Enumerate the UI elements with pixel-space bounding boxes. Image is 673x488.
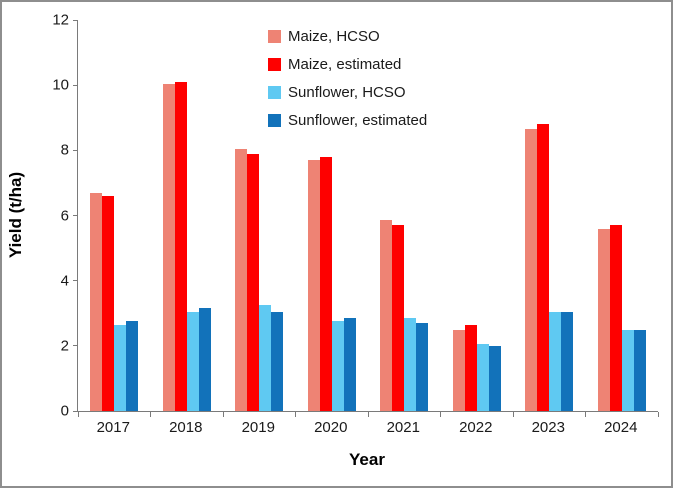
bar-2018-maize-hcso bbox=[162, 83, 175, 411]
legend-item-3: Sunflower, estimated bbox=[268, 112, 428, 129]
bar-2020-maize-hcso bbox=[307, 160, 320, 411]
bar-2020-maize-estimated bbox=[319, 156, 332, 411]
legend-label: Sunflower, HCSO bbox=[288, 84, 406, 101]
bar-2017-maize-estimated bbox=[102, 195, 115, 411]
x-axis-tick-mark bbox=[367, 412, 369, 417]
bar-group-2017 bbox=[78, 20, 151, 411]
bar-2023-sunflower-hcso bbox=[549, 311, 562, 411]
x-axis-tick-label-2023: 2023 bbox=[531, 419, 565, 436]
bar-2017-sunflower-hcso bbox=[114, 324, 127, 411]
legend-item-0: Maize, HCSO bbox=[268, 28, 427, 45]
x-axis-tick-mark bbox=[222, 412, 224, 417]
x-axis-tick-mark bbox=[77, 412, 79, 417]
legend-swatch-icon bbox=[268, 86, 281, 99]
y-axis-tick-mark bbox=[73, 149, 78, 151]
x-axis-tick-label-2017: 2017 bbox=[96, 419, 130, 436]
y-axis-tick-mark bbox=[73, 19, 78, 21]
y-axis-tick-mark bbox=[73, 84, 78, 86]
chart-legend: Maize, HCSO Maize, estimated Sunflower, HC… bbox=[268, 28, 428, 129]
bar-2022-maize-estimated bbox=[464, 324, 477, 411]
y-axis-tick-label: 8 bbox=[60, 141, 69, 159]
legend-label: Sunflower, estimated bbox=[288, 112, 428, 129]
bar-2018-maize-estimated bbox=[174, 81, 187, 411]
y-axis-tick-label: 4 bbox=[60, 272, 69, 290]
plot-area bbox=[73, 19, 659, 417]
y-axis-tick-label: 10 bbox=[52, 76, 69, 94]
bar-2019-sunflower-estimated bbox=[271, 311, 284, 411]
x-axis-tick-mark bbox=[585, 412, 586, 417]
bar-2021-maize-estimated bbox=[392, 225, 405, 411]
bar-2017-maize-hcso bbox=[90, 192, 103, 411]
x-axis-tick-mark bbox=[295, 412, 296, 417]
x-axis-title: Year bbox=[349, 450, 385, 469]
bar-group-2021 bbox=[368, 20, 441, 411]
y-axis-title: Yield (t/ha) bbox=[6, 171, 25, 259]
legend-swatch-icon bbox=[268, 30, 281, 43]
legend-item-2: Sunflower, HCSO bbox=[268, 84, 427, 101]
bar-2020-sunflower-hcso bbox=[331, 321, 344, 411]
bar-2019-sunflower-hcso bbox=[259, 305, 272, 411]
bar-2023-sunflower-estimated bbox=[561, 311, 574, 411]
y-axis-tick-label: 12 bbox=[52, 11, 69, 29]
x-axis-tick-label-2021: 2021 bbox=[386, 419, 420, 436]
bar-group-2022 bbox=[441, 20, 514, 411]
bar-2022-sunflower-estimated bbox=[488, 345, 501, 411]
bar-2024-sunflower-estimated bbox=[633, 329, 646, 411]
bar-2018-sunflower-hcso bbox=[186, 311, 199, 411]
legend-label: Maize, estimated bbox=[288, 56, 402, 73]
y-axis-tick-label: 2 bbox=[60, 337, 69, 355]
bar-2019-maize-hcso bbox=[235, 148, 248, 411]
legend-swatch-icon bbox=[268, 58, 281, 71]
x-axis-tick-label-2020: 2020 bbox=[314, 419, 348, 436]
x-axis-tick-label-2018: 2018 bbox=[169, 419, 203, 436]
x-axis-tick-mark bbox=[512, 412, 514, 417]
bar-2024-maize-estimated bbox=[609, 225, 622, 411]
bar-2022-sunflower-hcso bbox=[476, 344, 489, 411]
bar-2021-maize-hcso bbox=[380, 220, 393, 411]
y-axis-tick-mark bbox=[73, 215, 78, 216]
x-axis-tick-mark bbox=[150, 412, 151, 417]
bar-2024-sunflower-hcso bbox=[621, 329, 634, 411]
bar-2024-maize-hcso bbox=[597, 228, 610, 411]
y-axis-tick-mark bbox=[73, 280, 78, 282]
bar-2020-sunflower-estimated bbox=[343, 318, 356, 411]
bar-2021-sunflower-hcso bbox=[404, 318, 417, 411]
x-axis-tick-mark bbox=[440, 412, 441, 417]
bar-2022-maize-hcso bbox=[452, 329, 465, 411]
y-axis-tick-label: 0 bbox=[60, 402, 69, 420]
legend-label: Maize, HCSO bbox=[288, 28, 380, 45]
y-axis-tick-label: 6 bbox=[60, 207, 69, 224]
x-axis-tick-label-2019: 2019 bbox=[241, 419, 275, 436]
bar-2021-sunflower-estimated bbox=[416, 323, 429, 411]
x-axis-tick-mark bbox=[657, 412, 659, 417]
bar-group-2024 bbox=[586, 20, 659, 411]
bar-group-2023 bbox=[513, 20, 586, 411]
y-axis-tick-mark bbox=[73, 410, 78, 412]
bar-group-2020 bbox=[296, 20, 369, 411]
bar-2019-maize-estimated bbox=[247, 153, 260, 411]
y-axis-tick-mark bbox=[73, 345, 78, 347]
bar-2023-maize-hcso bbox=[525, 129, 538, 411]
bar-group-2019 bbox=[223, 20, 296, 411]
x-axis-tick-label-2022: 2022 bbox=[459, 419, 493, 436]
bar-2023-maize-estimated bbox=[537, 124, 550, 411]
bar-2017-sunflower-estimated bbox=[126, 321, 139, 411]
legend-item-1: Maize, estimated bbox=[268, 56, 427, 73]
bar-2018-sunflower-estimated bbox=[198, 308, 211, 411]
legend-swatch-icon bbox=[268, 114, 281, 127]
bar-group-2018 bbox=[151, 20, 224, 411]
x-axis-tick-label-2024: 2024 bbox=[604, 419, 638, 436]
